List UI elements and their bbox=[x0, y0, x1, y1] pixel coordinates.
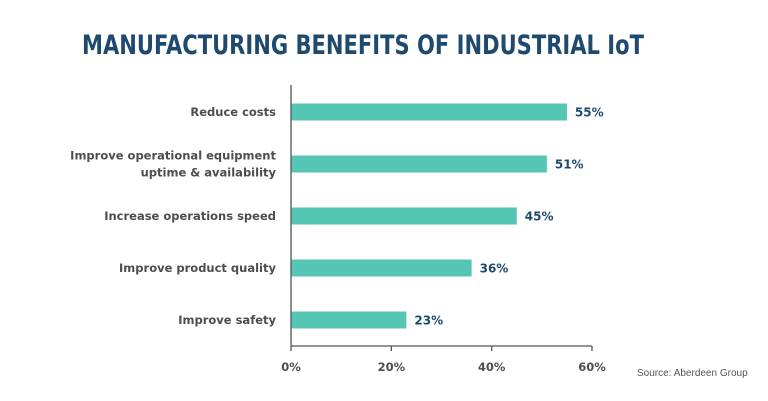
source-note: Source: Aberdeen Group bbox=[637, 368, 748, 379]
bar bbox=[291, 155, 547, 173]
bar bbox=[291, 311, 407, 329]
value-label: 36% bbox=[480, 262, 509, 276]
bar bbox=[291, 259, 472, 277]
value-label: 55% bbox=[575, 106, 604, 120]
category-label: uptime & availability bbox=[141, 166, 277, 180]
x-tick-label: 20% bbox=[378, 360, 406, 374]
value-label: 45% bbox=[525, 210, 554, 224]
x-tick-label: 60% bbox=[578, 360, 606, 374]
bar bbox=[291, 207, 517, 225]
value-label: 23% bbox=[414, 314, 443, 328]
category-label: Reduce costs bbox=[190, 105, 276, 119]
value-label: 51% bbox=[555, 158, 584, 172]
chart-title: MANUFACTURING BENEFITS OF INDUSTRIAL IoT bbox=[82, 30, 644, 61]
category-label: Improve operational equipment bbox=[70, 149, 276, 163]
category-label: Improve safety bbox=[178, 313, 276, 327]
x-tick-label: 0% bbox=[281, 360, 301, 374]
x-tick-label: 40% bbox=[478, 360, 506, 374]
bar bbox=[291, 103, 567, 121]
category-label: Increase operations speed bbox=[104, 209, 276, 223]
category-label: Improve product quality bbox=[119, 261, 276, 275]
